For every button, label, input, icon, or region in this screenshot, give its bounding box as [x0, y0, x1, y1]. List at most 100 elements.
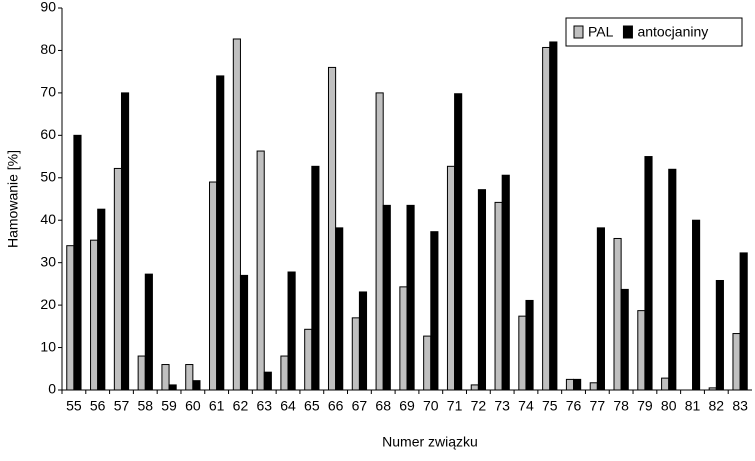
bar	[280, 355, 289, 391]
x-tick-label: 67	[352, 398, 368, 414]
x-tick-label: 81	[685, 398, 701, 414]
x-tick-label: 56	[90, 398, 106, 414]
bar	[192, 380, 201, 391]
legend-label: antocjaniny	[637, 24, 708, 40]
x-tick-label: 73	[494, 398, 510, 414]
x-tick-label: 72	[471, 398, 487, 414]
bar	[185, 364, 194, 391]
x-tick-label: 79	[637, 398, 653, 414]
bar	[120, 92, 130, 391]
y-tick-label: 80	[40, 41, 56, 57]
bar	[477, 189, 487, 391]
x-tick-label: 74	[518, 398, 534, 414]
x-tick-label: 76	[566, 398, 582, 414]
bar	[161, 364, 170, 391]
x-tick-label: 83	[732, 398, 748, 414]
bar	[137, 355, 146, 391]
bar	[501, 174, 510, 391]
legend-swatch	[573, 25, 584, 39]
bar	[256, 150, 265, 391]
bar	[454, 93, 463, 391]
x-tick-label: 63	[256, 398, 272, 414]
y-tick-label: 90	[40, 0, 56, 15]
bar	[382, 204, 391, 391]
bar	[692, 219, 701, 391]
x-tick-label: 66	[328, 398, 344, 414]
x-tick-label: 68	[375, 398, 391, 414]
y-axis-label: Hamowanie [%]	[5, 150, 21, 248]
x-axis-label: Numer związku	[382, 434, 478, 450]
bar	[311, 165, 320, 391]
bar	[358, 291, 368, 391]
y-tick-label: 20	[40, 296, 56, 312]
bar	[423, 335, 432, 391]
bar	[113, 167, 122, 391]
x-tick-label: 77	[590, 398, 606, 414]
bar	[209, 181, 218, 391]
x-tick-label: 82	[709, 398, 725, 414]
bar	[216, 75, 225, 391]
x-tick-label: 59	[161, 398, 177, 414]
x-tick-label: 75	[542, 398, 558, 414]
bar	[542, 46, 551, 391]
bar	[668, 168, 677, 391]
legend-label: PAL	[588, 24, 614, 40]
bar	[589, 382, 598, 391]
legend-box	[565, 17, 743, 47]
x-tick-label: 55	[66, 398, 82, 414]
bar	[644, 156, 653, 391]
bar	[406, 204, 415, 391]
legend-swatch	[622, 25, 633, 39]
x-tick-label: 57	[114, 398, 130, 414]
bar	[637, 310, 646, 391]
bar	[144, 273, 153, 391]
y-tick-label: 30	[40, 253, 56, 269]
bar	[351, 317, 360, 391]
bar	[518, 315, 527, 391]
bar	[613, 237, 622, 391]
x-tick-label: 78	[613, 398, 629, 414]
bar	[232, 38, 241, 391]
y-tick-label: 60	[40, 126, 56, 142]
y-tick-label: 0	[48, 381, 56, 397]
x-tick-label: 62	[233, 398, 249, 414]
bar	[66, 245, 75, 391]
y-tick-label: 70	[40, 84, 56, 100]
x-tick-label: 65	[304, 398, 320, 414]
bar	[620, 288, 629, 391]
x-tick-label: 80	[661, 398, 677, 414]
bar	[596, 227, 605, 391]
x-tick-label: 60	[185, 398, 201, 414]
bar	[549, 41, 558, 391]
bar	[739, 252, 748, 391]
bar	[304, 328, 313, 391]
bar	[327, 66, 337, 391]
x-tick-label: 70	[423, 398, 439, 414]
x-tick-label: 58	[137, 398, 153, 414]
bar	[494, 201, 503, 391]
bar	[335, 227, 344, 391]
bar	[470, 384, 479, 391]
x-tick-label: 64	[280, 398, 296, 414]
bar	[565, 378, 575, 391]
bar	[430, 231, 439, 391]
bar	[239, 274, 249, 391]
bar	[97, 208, 106, 391]
bar	[287, 271, 296, 391]
x-tick-label: 71	[447, 398, 463, 414]
y-tick-label: 40	[40, 211, 56, 227]
bar	[375, 92, 384, 391]
bar	[661, 377, 670, 391]
bar	[168, 384, 177, 391]
y-tick-label: 50	[40, 168, 56, 184]
bar	[90, 239, 99, 391]
x-tick-label: 69	[399, 398, 415, 414]
bar	[525, 299, 534, 391]
bar	[263, 371, 272, 391]
bar	[715, 279, 724, 391]
x-tick-label: 61	[209, 398, 225, 414]
bar	[573, 378, 582, 391]
bar	[446, 165, 456, 391]
y-tick-label: 10	[40, 338, 56, 354]
